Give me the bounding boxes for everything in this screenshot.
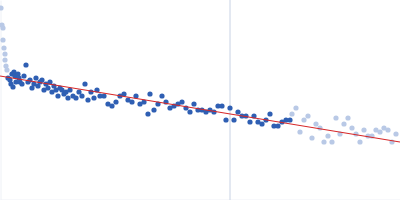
axis-line bbox=[1, 1, 2, 200]
data-point bbox=[101, 93, 106, 98]
data-point bbox=[0, 5, 4, 10]
data-point bbox=[357, 139, 362, 144]
data-point bbox=[21, 73, 26, 78]
data-point bbox=[293, 105, 298, 110]
data-point bbox=[247, 119, 252, 124]
data-point bbox=[275, 123, 280, 128]
data-point bbox=[179, 99, 184, 104]
data-point bbox=[159, 93, 164, 98]
data-point bbox=[45, 85, 50, 90]
data-point bbox=[2, 51, 7, 56]
data-point bbox=[147, 91, 152, 96]
data-point bbox=[341, 121, 346, 126]
data-point bbox=[301, 117, 306, 122]
data-point bbox=[145, 111, 150, 116]
data-point bbox=[65, 95, 70, 100]
data-point bbox=[55, 93, 60, 98]
data-point bbox=[109, 103, 114, 108]
data-point bbox=[0, 37, 5, 42]
data-point bbox=[10, 84, 15, 89]
fit-line bbox=[0, 76, 400, 142]
data-point bbox=[377, 129, 382, 134]
chart bbox=[0, 0, 400, 200]
data-point bbox=[231, 117, 236, 122]
data-point bbox=[393, 131, 398, 136]
data-point bbox=[349, 125, 354, 130]
data-point bbox=[151, 107, 156, 112]
data-point bbox=[1, 45, 6, 50]
data-point bbox=[23, 62, 28, 67]
data-point bbox=[361, 127, 366, 132]
y-axis bbox=[1, 1, 2, 200]
data-point bbox=[0, 25, 5, 30]
data-point bbox=[385, 127, 390, 132]
plot-area bbox=[0, 0, 400, 200]
data-point bbox=[129, 99, 134, 104]
data-point bbox=[259, 121, 264, 126]
data-point bbox=[333, 115, 338, 120]
data-point bbox=[297, 129, 302, 134]
data-point bbox=[287, 117, 292, 122]
data-point bbox=[219, 103, 224, 108]
data-point bbox=[79, 93, 84, 98]
data-point bbox=[227, 105, 232, 110]
data-point bbox=[82, 81, 87, 86]
data-point bbox=[267, 111, 272, 116]
data-point bbox=[309, 135, 314, 140]
data-point bbox=[313, 121, 318, 126]
data-point bbox=[19, 81, 24, 86]
data-point bbox=[289, 111, 294, 116]
data-point bbox=[2, 57, 7, 62]
data-point bbox=[4, 67, 9, 72]
data-point bbox=[329, 139, 334, 144]
data-point bbox=[39, 77, 44, 82]
data-point bbox=[85, 97, 90, 102]
reference-line bbox=[230, 0, 231, 200]
data-point bbox=[345, 115, 350, 120]
data-point bbox=[321, 139, 326, 144]
data-point bbox=[325, 133, 330, 138]
data-point bbox=[191, 101, 196, 106]
data-point bbox=[113, 99, 118, 104]
data-point bbox=[91, 95, 96, 100]
data-point bbox=[223, 117, 228, 122]
data-point bbox=[73, 95, 78, 100]
data-point bbox=[33, 75, 38, 80]
data-point bbox=[187, 109, 192, 114]
data-point bbox=[305, 113, 310, 118]
data-point bbox=[235, 109, 240, 114]
